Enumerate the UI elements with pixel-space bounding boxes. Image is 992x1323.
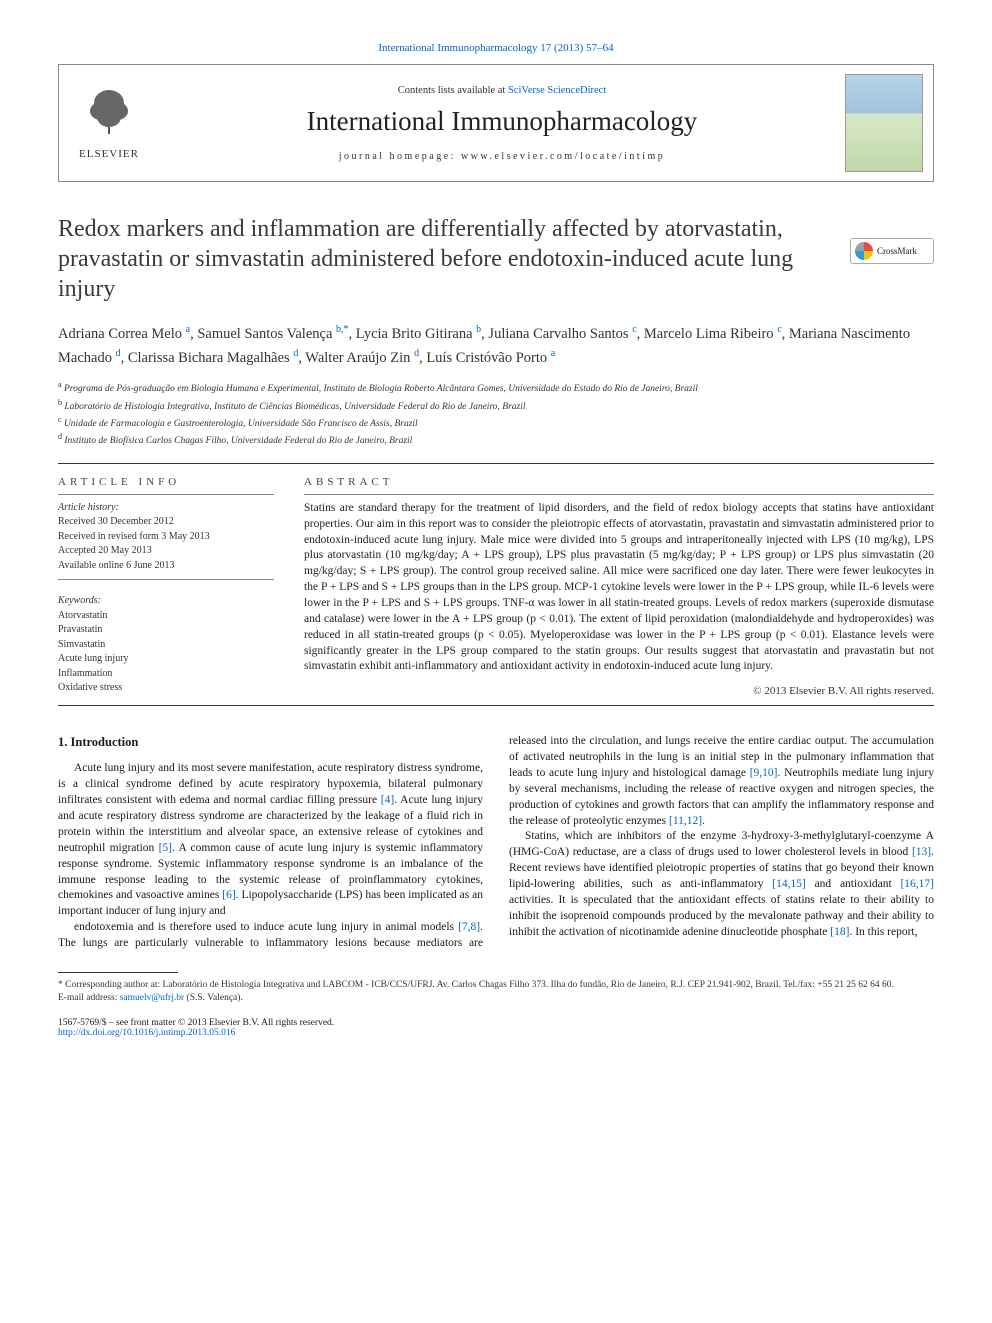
body-paragraph: Statins, which are inhibitors of the enz…: [509, 829, 934, 940]
section-title: Introduction: [71, 735, 139, 749]
crossmark-icon: [855, 242, 873, 260]
doi-link[interactable]: http://dx.doi.org/10.1016/j.intimp.2013.…: [58, 1028, 235, 1038]
ref-link[interactable]: [18]: [830, 926, 849, 938]
online-date: Available online 6 June 2013: [58, 559, 274, 574]
crossmark-label: CrossMark: [877, 246, 917, 256]
abstract-text: Statins are standard therapy for the tre…: [304, 501, 934, 675]
footnotes: * Corresponding author at: Laboratório d…: [58, 979, 934, 1005]
keyword: Simvastatin: [58, 638, 274, 653]
revised-date: Received in revised form 3 May 2013: [58, 530, 274, 545]
ref-link[interactable]: [5]: [159, 842, 172, 854]
ref-link[interactable]: [9,10]: [750, 767, 778, 779]
body-paragraph: Acute lung injury and its most severe ma…: [58, 761, 483, 920]
contents-line: Contents lists available at SciVerse Sci…: [159, 85, 845, 96]
section-number: 1.: [58, 735, 67, 749]
divider: [304, 494, 934, 495]
keyword: Inflammation: [58, 667, 274, 682]
ref-link[interactable]: [6]: [222, 889, 235, 901]
crossmark-badge[interactable]: CrossMark: [850, 238, 934, 264]
email-label: E-mail address:: [58, 993, 120, 1003]
journal-reference: International Immunopharmacology 17 (201…: [58, 42, 934, 54]
homepage-prefix: journal homepage:: [339, 151, 461, 162]
copyright: © 2013 Elsevier B.V. All rights reserved…: [304, 685, 934, 697]
keyword: Atorvastatin: [58, 609, 274, 624]
article-title: Redox markers and inflammation are diffe…: [58, 214, 818, 304]
ref-link[interactable]: [16,17]: [900, 878, 934, 890]
keyword: Pravastatin: [58, 623, 274, 638]
divider: [58, 705, 934, 706]
email-link[interactable]: samuelv@ufrj.br: [120, 993, 184, 1003]
journal-ref-link[interactable]: International Immunopharmacology 17 (201…: [378, 42, 613, 54]
corresponding-author: * Corresponding author at: Laboratório d…: [58, 979, 934, 992]
divider: [58, 579, 274, 580]
accepted-date: Accepted 20 May 2013: [58, 544, 274, 559]
keyword: Oxidative stress: [58, 681, 274, 696]
affiliations: a Programa de Pós-graduação em Biologia …: [58, 379, 934, 449]
abstract-label: ABSTRACT: [304, 476, 934, 488]
journal-homepage: journal homepage: www.elsevier.com/locat…: [159, 151, 845, 162]
ref-link[interactable]: [4]: [381, 794, 394, 806]
affiliation-b: Laboratório de Histologia Integrativa, I…: [64, 402, 525, 412]
elsevier-text: ELSEVIER: [79, 148, 139, 160]
keyword: Acute lung injury: [58, 652, 274, 667]
divider: [58, 463, 934, 464]
email-suffix: (S.S. Valença).: [184, 993, 243, 1003]
ref-link[interactable]: [7,8]: [458, 921, 480, 933]
elsevier-logo: ELSEVIER: [59, 65, 159, 181]
contents-prefix: Contents lists available at: [398, 85, 508, 96]
homepage-url[interactable]: www.elsevier.com/locate/intimp: [461, 151, 665, 162]
sciverse-link[interactable]: SciVerse ScienceDirect: [508, 85, 606, 96]
section-heading: 1. Introduction: [58, 734, 483, 751]
body-columns: 1. Introduction Acute lung injury and it…: [58, 734, 934, 952]
affiliation-a: Programa de Pós-graduação em Biologia Hu…: [64, 384, 698, 394]
article-info-label: ARTICLE INFO: [58, 476, 274, 488]
received-date: Received 30 December 2012: [58, 515, 274, 530]
keywords-label: Keywords:: [58, 594, 274, 609]
footer: 1567-5769/$ – see front matter © 2013 El…: [58, 1018, 934, 1038]
divider: [58, 494, 274, 495]
affiliation-c: Unidade de Farmacologia e Gastroenterolo…: [64, 419, 418, 429]
elsevier-tree-icon: [80, 86, 138, 144]
authors-list: Adriana Correa Melo a, Samuel Santos Val…: [58, 322, 934, 369]
ref-link[interactable]: [13]: [912, 846, 931, 858]
journal-name: International Immunopharmacology: [159, 106, 845, 137]
history-label: Article history:: [58, 501, 274, 516]
footnote-divider: [58, 972, 178, 973]
journal-header: ELSEVIER Contents lists available at Sci…: [58, 64, 934, 182]
affiliation-d: Instituto de Biofísica Carlos Chagas Fil…: [64, 437, 412, 447]
ref-link[interactable]: [14,15]: [772, 878, 806, 890]
journal-cover-icon: [845, 74, 923, 172]
ref-link[interactable]: [11,12]: [669, 815, 702, 827]
issn-line: 1567-5769/$ – see front matter © 2013 El…: [58, 1018, 334, 1028]
